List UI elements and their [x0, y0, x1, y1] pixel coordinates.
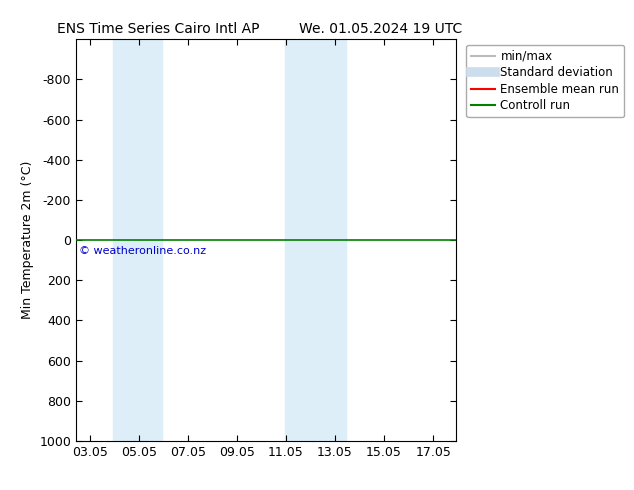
- Bar: [113, 39, 138, 441]
- Text: ENS Time Series Cairo Intl AP: ENS Time Series Cairo Intl AP: [57, 22, 260, 36]
- Bar: [138, 39, 162, 441]
- Y-axis label: Min Temperature 2m (°C): Min Temperature 2m (°C): [21, 161, 34, 319]
- Text: © weatheronline.co.nz: © weatheronline.co.nz: [79, 246, 205, 256]
- Text: We. 01.05.2024 19 UTC: We. 01.05.2024 19 UTC: [299, 22, 462, 36]
- Bar: [285, 39, 309, 441]
- Legend: min/max, Standard deviation, Ensemble mean run, Controll run: min/max, Standard deviation, Ensemble me…: [466, 45, 624, 117]
- Bar: [309, 39, 346, 441]
